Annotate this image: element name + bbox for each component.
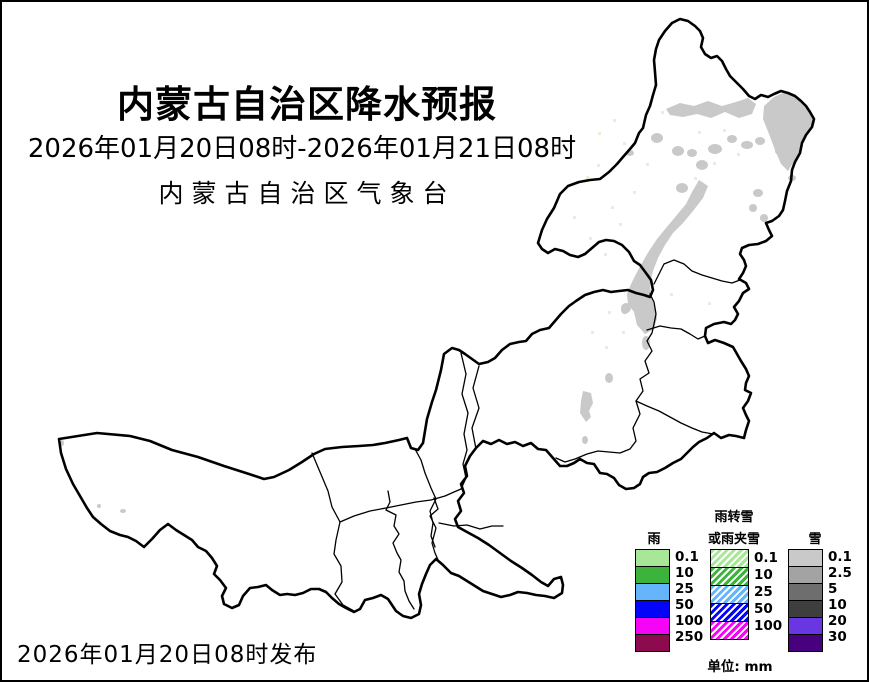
mix-swatch: [710, 549, 749, 568]
mix-swatch: [710, 585, 749, 604]
legend-rain-values: 0.1 10 25 50 100 250: [675, 549, 703, 645]
legend-mix-swatches: [710, 549, 749, 640]
rain-value: 25: [675, 581, 694, 597]
mix-swatch: [710, 603, 749, 622]
legend-snow-swatches: [788, 549, 823, 652]
rain-value: 250: [675, 629, 704, 645]
snow-value: 5: [828, 581, 838, 597]
rain-swatch: [635, 600, 670, 618]
mix-swatch: [710, 621, 749, 640]
rain-swatch: [635, 617, 670, 635]
mix-value: 100: [754, 618, 783, 634]
rain-swatch: [635, 583, 670, 601]
issuing-agency: 内蒙古自治区气象台: [158, 179, 456, 208]
snow-value: 10: [828, 597, 847, 613]
legend-snow-values: 0.1 2.5 5 10 20 30: [828, 549, 852, 645]
legend-header-snow: 雪: [808, 532, 822, 547]
snow-swatch: [788, 566, 823, 584]
precipitation-legend: 雨转雪 雨 或雨夹雪 雪 0.1 10 25 50 100 250: [622, 504, 867, 680]
snow-swatch: [788, 600, 823, 618]
snow-value: 30: [828, 629, 847, 645]
province-outline: [57, 17, 816, 620]
mix-swatch: [710, 567, 749, 586]
mix-value: 50: [754, 601, 773, 617]
map-title: 内蒙古自治区降水预报: [117, 83, 497, 126]
rain-value: 0.1: [675, 549, 699, 565]
rain-value: 100: [675, 613, 704, 629]
legend-mix-values: 0.1 10 25 50 100: [754, 549, 782, 634]
mix-value: 10: [754, 567, 773, 583]
legend-header-mix-line2: 或雨夹雪: [707, 532, 760, 547]
internal-boundaries: [311, 259, 741, 612]
rain-swatch: [635, 549, 670, 567]
snow-value: 0.1: [828, 549, 852, 565]
snow-swatch: [788, 583, 823, 601]
rain-value: 10: [675, 565, 694, 581]
legend-rain-swatches: [635, 549, 670, 652]
light-rain-speckles: [573, 111, 740, 349]
mix-value: 25: [754, 584, 773, 600]
issue-time: 2026年01月20日08时发布: [17, 642, 318, 668]
snow-swatch: [788, 549, 823, 567]
legend-header-rain: 雨: [647, 532, 661, 547]
snow-value: 2.5: [828, 565, 852, 581]
forecast-period: 2026年01月20日08时-2026年01月21日08时: [27, 134, 577, 164]
snow-swatch: [788, 617, 823, 635]
rain-swatch: [635, 634, 670, 652]
snow-value: 20: [828, 613, 847, 629]
rain-swatch: [635, 566, 670, 584]
legend-unit-label: 单位: mm: [707, 659, 773, 675]
mix-value: 0.1: [754, 550, 778, 566]
legend-header-mix-line1: 雨转雪: [714, 510, 754, 525]
rain-value: 50: [675, 597, 694, 613]
snow-swatch: [788, 634, 823, 652]
